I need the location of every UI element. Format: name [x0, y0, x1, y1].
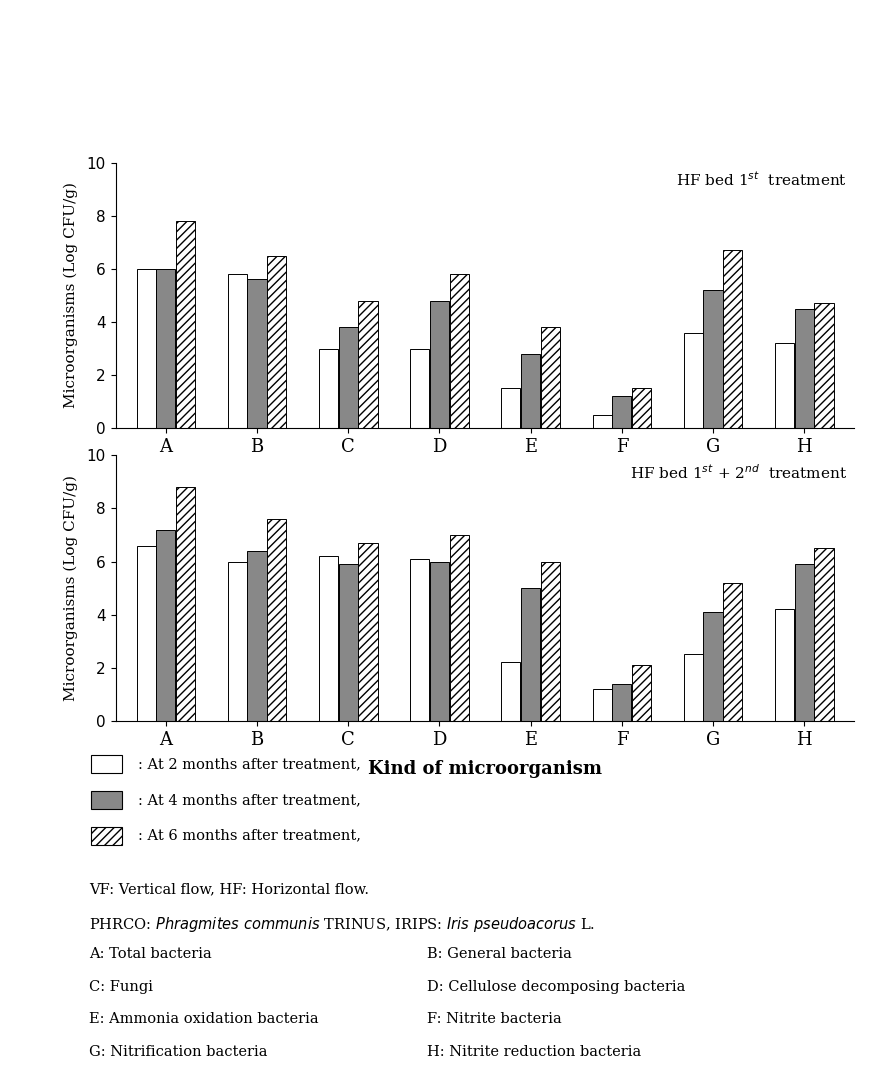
Text: D: Cellulose decomposing bacteria: D: Cellulose decomposing bacteria [427, 980, 685, 994]
Y-axis label: Microorganisms (Log CFU/g): Microorganisms (Log CFU/g) [64, 475, 78, 701]
Bar [541, 562, 560, 721]
Bar [267, 519, 287, 721]
Bar [795, 309, 813, 428]
Bar [501, 388, 521, 428]
Text: : At 6 months after treatment,: : At 6 months after treatment, [138, 829, 361, 842]
Bar [775, 609, 794, 721]
Bar [136, 545, 156, 721]
Bar [449, 534, 469, 721]
Bar [814, 549, 834, 721]
Text: : At 4 months after treatment,: : At 4 months after treatment, [138, 793, 360, 806]
Bar [541, 327, 560, 428]
Text: HF bed 1$^{st}$ + 2$^{nd}$  treatment: HF bed 1$^{st}$ + 2$^{nd}$ treatment [630, 463, 847, 482]
Bar [632, 666, 651, 721]
Bar [319, 556, 338, 721]
FancyBboxPatch shape [91, 791, 122, 809]
Bar [339, 564, 358, 721]
Bar [359, 543, 377, 721]
Bar [247, 280, 267, 428]
Bar [684, 655, 703, 721]
Text: G: Nitrification bacteria: G: Nitrification bacteria [89, 1045, 268, 1059]
Text: E: Ammonia oxidation bacteria: E: Ammonia oxidation bacteria [89, 1012, 319, 1027]
Y-axis label: Microorganisms (Log CFU/g): Microorganisms (Log CFU/g) [64, 182, 78, 409]
Bar [157, 530, 175, 721]
Text: C: Fungi: C: Fungi [89, 980, 153, 994]
Bar [267, 256, 287, 428]
Bar [593, 689, 611, 721]
Text: PHRCO: $\it{Phragmites\ communis}$ TRINUS, IRIPS: $\it{Iris\ pseudoacorus}$ L.: PHRCO: $\it{Phragmites\ communis}$ TRINU… [89, 915, 595, 934]
Bar [521, 588, 540, 721]
Text: : At 2 months after treatment,: : At 2 months after treatment, [138, 758, 360, 771]
Bar [593, 415, 611, 428]
Bar [339, 327, 358, 428]
Bar [136, 269, 156, 428]
Text: A: Total bacteria: A: Total bacteria [89, 947, 212, 962]
Bar [612, 684, 631, 721]
Bar [319, 349, 338, 428]
Bar [176, 487, 195, 721]
Bar [359, 300, 377, 428]
FancyBboxPatch shape [91, 827, 122, 844]
Bar [795, 564, 813, 721]
Text: VF: Vertical flow, HF: Horizontal flow.: VF: Vertical flow, HF: Horizontal flow. [89, 882, 369, 896]
Bar [176, 221, 195, 428]
FancyBboxPatch shape [91, 756, 122, 773]
Bar [449, 274, 469, 428]
Bar [775, 344, 794, 428]
Bar [410, 349, 429, 428]
Bar [430, 562, 449, 721]
Bar [612, 397, 631, 428]
Bar [703, 291, 723, 428]
Bar [228, 274, 247, 428]
Bar [632, 388, 651, 428]
Bar [410, 559, 429, 721]
Text: B: General bacteria: B: General bacteria [427, 947, 572, 962]
Bar [724, 583, 742, 721]
Bar [228, 562, 247, 721]
Bar [430, 300, 449, 428]
Bar [703, 612, 723, 721]
Bar [684, 333, 703, 428]
Bar [724, 250, 742, 428]
Text: H: Nitrite reduction bacteria: H: Nitrite reduction bacteria [427, 1045, 642, 1059]
X-axis label: Kind of microorganism: Kind of microorganism [368, 760, 602, 777]
Bar [814, 304, 834, 428]
Bar [501, 662, 521, 721]
Bar [157, 269, 175, 428]
Text: F: Nitrite bacteria: F: Nitrite bacteria [427, 1012, 562, 1027]
Bar [247, 551, 267, 721]
Bar [521, 353, 540, 428]
Text: HF bed 1$^{st}$  treatment: HF bed 1$^{st}$ treatment [676, 170, 847, 190]
